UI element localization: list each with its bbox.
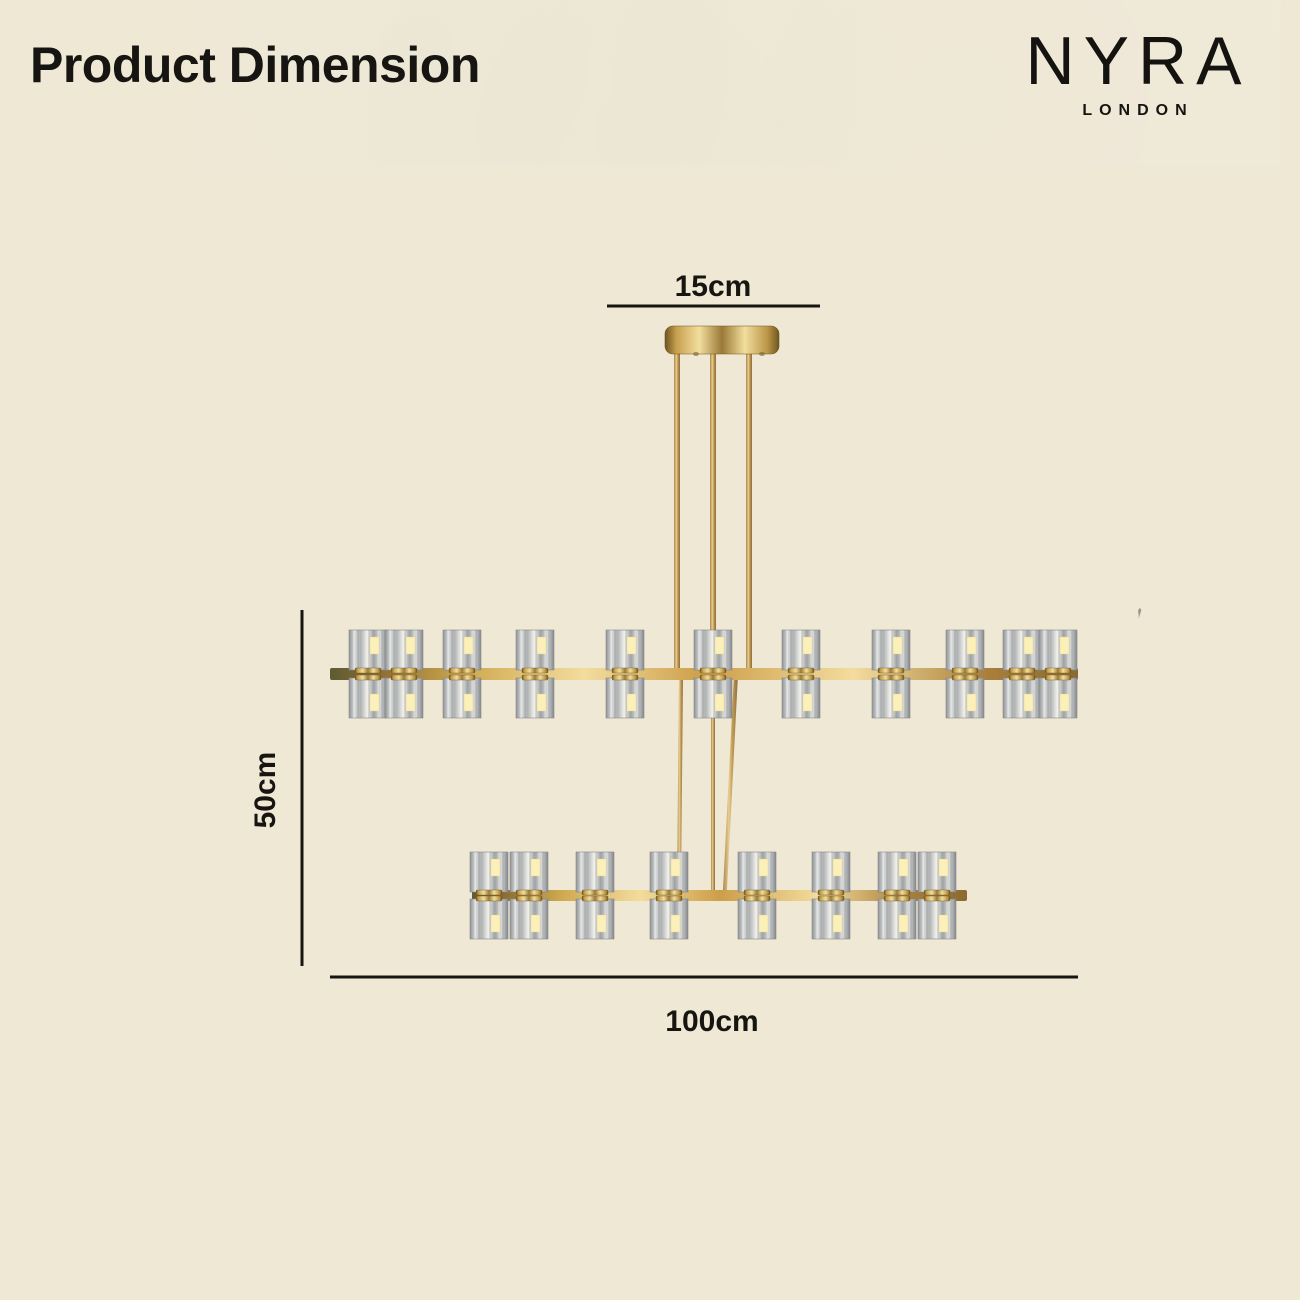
svg-text:50cm: 50cm [249, 752, 282, 829]
svg-text:15cm: 15cm [675, 270, 752, 303]
svg-text:100cm: 100cm [665, 1005, 758, 1038]
